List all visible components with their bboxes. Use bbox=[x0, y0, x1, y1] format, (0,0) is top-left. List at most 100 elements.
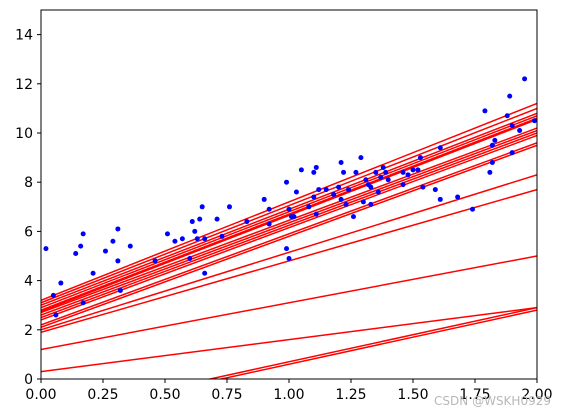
y-tick-label: 2 bbox=[24, 323, 33, 339]
regression-line bbox=[41, 255, 537, 351]
data-point bbox=[187, 255, 193, 261]
data-point bbox=[80, 231, 86, 237]
x-tick-label: 0.75 bbox=[211, 387, 242, 403]
data-point bbox=[293, 189, 299, 195]
x-tick-label: 1.00 bbox=[273, 387, 304, 403]
data-point bbox=[410, 167, 416, 173]
x-tick-label: 0.50 bbox=[149, 387, 180, 403]
data-point bbox=[437, 145, 443, 151]
data-point bbox=[316, 187, 322, 193]
data-point bbox=[363, 177, 369, 183]
data-point bbox=[152, 258, 158, 264]
data-point bbox=[266, 206, 272, 212]
data-point bbox=[286, 206, 292, 212]
data-point bbox=[199, 204, 205, 210]
data-point bbox=[504, 113, 510, 119]
data-point bbox=[311, 169, 317, 175]
data-point bbox=[286, 255, 292, 261]
data-point bbox=[432, 187, 438, 193]
data-point bbox=[343, 201, 349, 207]
data-point bbox=[417, 155, 423, 161]
data-point bbox=[284, 179, 290, 185]
regression-line bbox=[41, 107, 537, 304]
regression-line bbox=[41, 132, 537, 319]
data-point bbox=[194, 236, 200, 242]
data-point bbox=[226, 204, 232, 210]
regression-line bbox=[41, 127, 537, 314]
x-tick-label: 2.00 bbox=[521, 387, 552, 403]
data-point bbox=[80, 300, 86, 306]
regression-line bbox=[41, 174, 537, 331]
y-tick-label: 0 bbox=[24, 372, 33, 388]
data-point bbox=[360, 199, 366, 205]
data-point bbox=[115, 258, 121, 264]
y-tick-label: 6 bbox=[24, 224, 33, 240]
regression-line bbox=[41, 144, 537, 329]
data-point bbox=[298, 167, 304, 173]
data-point bbox=[115, 226, 121, 232]
data-point bbox=[331, 192, 337, 197]
data-point bbox=[323, 187, 329, 193]
regression-line bbox=[41, 118, 537, 313]
data-point bbox=[358, 155, 364, 161]
data-point bbox=[522, 76, 528, 82]
data-point bbox=[102, 248, 108, 254]
data-point bbox=[492, 137, 498, 143]
data-point bbox=[90, 270, 96, 276]
data-point bbox=[482, 108, 488, 114]
data-point bbox=[261, 196, 267, 202]
data-point bbox=[375, 189, 381, 195]
data-point bbox=[336, 184, 342, 190]
data-point bbox=[202, 270, 208, 276]
data-point bbox=[202, 236, 208, 242]
data-point bbox=[470, 206, 476, 212]
data-point bbox=[311, 194, 317, 200]
data-point bbox=[313, 211, 319, 217]
y-axis-ticks: 0 2 4 6 8 10 12 14 bbox=[15, 28, 41, 388]
data-point bbox=[164, 231, 170, 237]
data-point bbox=[313, 164, 319, 170]
regression-line bbox=[217, 309, 537, 379]
data-point bbox=[192, 228, 198, 234]
data-point bbox=[306, 204, 312, 210]
data-point bbox=[179, 236, 185, 242]
data-point bbox=[189, 219, 195, 225]
x-tick-label: 0.25 bbox=[87, 387, 118, 403]
data-point bbox=[400, 169, 406, 175]
regression-line bbox=[206, 306, 537, 379]
data-point bbox=[385, 177, 391, 183]
data-point bbox=[78, 243, 84, 249]
data-point bbox=[110, 238, 116, 244]
data-point bbox=[378, 174, 384, 180]
y-tick-label: 12 bbox=[15, 77, 33, 93]
y-tick-label: 4 bbox=[24, 274, 33, 290]
data-point bbox=[341, 169, 347, 175]
regression-lines bbox=[41, 102, 537, 379]
data-point bbox=[338, 196, 344, 202]
data-point bbox=[197, 216, 203, 222]
watermark-text: CSDN @WSKH0929 bbox=[434, 394, 551, 408]
data-point bbox=[244, 219, 250, 225]
data-point bbox=[291, 214, 297, 220]
data-point bbox=[53, 312, 59, 318]
data-point bbox=[353, 169, 359, 175]
data-point bbox=[117, 287, 123, 293]
y-tick-label: 14 bbox=[15, 28, 33, 44]
data-point bbox=[284, 246, 290, 252]
data-point bbox=[400, 182, 406, 188]
regression-line bbox=[41, 102, 537, 301]
data-point bbox=[415, 167, 421, 173]
data-point bbox=[50, 292, 56, 298]
x-tick-label: 1.25 bbox=[335, 387, 366, 403]
regression-line bbox=[41, 129, 537, 316]
data-point bbox=[405, 172, 411, 178]
data-point bbox=[532, 118, 537, 124]
x-tick-label: 0.00 bbox=[25, 387, 56, 403]
data-point bbox=[43, 246, 49, 252]
data-point bbox=[437, 196, 443, 202]
data-point bbox=[58, 280, 64, 286]
data-point bbox=[338, 160, 344, 166]
data-point bbox=[487, 169, 493, 175]
data-point bbox=[420, 184, 426, 190]
